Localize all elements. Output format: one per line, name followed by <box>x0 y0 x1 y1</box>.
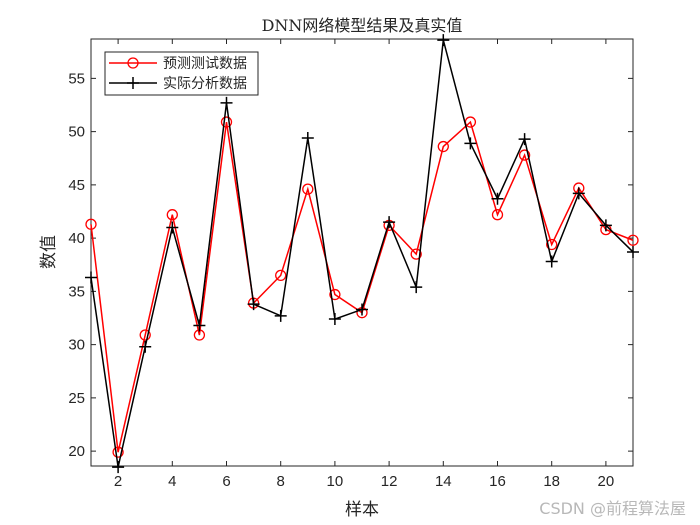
data-point-circle <box>627 234 639 246</box>
data-point-plus <box>356 303 368 316</box>
x-tick-label: 14 <box>435 473 452 490</box>
y-tick-label: 40 <box>68 230 85 247</box>
y-tick-label: 25 <box>68 390 85 407</box>
data-point-plus <box>139 340 152 353</box>
x-tick-label: 16 <box>489 473 506 490</box>
legend-label-predicted: 预测测试数据 <box>163 56 247 72</box>
x-tick-label: 4 <box>168 473 176 490</box>
data-point-plus <box>627 245 639 258</box>
data-point-plus <box>220 96 233 109</box>
data-point-plus <box>572 187 585 200</box>
x-tick-label: 8 <box>277 473 285 490</box>
y-tick-label: 50 <box>68 124 85 141</box>
data-point-plus <box>193 319 206 332</box>
data-point-circle <box>85 218 97 230</box>
y-tick-label: 35 <box>68 283 85 300</box>
data-point-plus <box>301 132 314 145</box>
data-point-circle <box>491 209 504 221</box>
x-tick-label: 18 <box>543 473 560 490</box>
data-point-plus <box>383 216 396 229</box>
data-point-circle <box>139 329 151 341</box>
data-point-plus <box>410 281 423 294</box>
data-point-plus <box>328 313 341 326</box>
x-tick-label: 6 <box>222 473 230 490</box>
x-tick-label: 20 <box>598 473 615 490</box>
watermark: CSDN @前程算法屋 <box>539 499 686 518</box>
legend-label-actual: 实际分析数据 <box>163 76 247 92</box>
x-tick-label: 12 <box>381 473 398 490</box>
legend: 预测测试数据 实际分析数据 <box>104 51 259 96</box>
data-point-plus <box>437 34 450 47</box>
data-point-circle <box>518 149 531 161</box>
data-point-circle <box>112 446 124 458</box>
data-point-circle <box>437 140 449 153</box>
y-tick-label: 45 <box>68 177 85 194</box>
series-actual <box>85 34 639 474</box>
legend-marker-circle <box>127 57 139 69</box>
y-axis-label: 数值 <box>39 235 59 269</box>
data-point-circle <box>302 183 314 195</box>
y-tick-label: 30 <box>68 337 85 354</box>
x-tick-label: 2 <box>114 473 122 490</box>
data-point-circle <box>220 116 233 128</box>
data-point-plus <box>274 309 287 322</box>
data-point-circle <box>166 209 178 221</box>
data-point-plus <box>545 255 558 268</box>
data-point-plus <box>166 221 179 234</box>
data-point-plus <box>491 192 504 205</box>
data-point-plus <box>247 298 260 311</box>
chart-title: DNN网络模型结果及真实值 <box>262 16 463 35</box>
y-tick-label: 20 <box>68 443 85 460</box>
data-point-plus <box>464 137 477 150</box>
x-axis-label: 样本 <box>345 500 379 520</box>
data-point-plus <box>85 271 97 284</box>
data-point-plus <box>599 219 612 232</box>
data-point-circle <box>546 238 558 251</box>
x-tick-label: 10 <box>327 473 344 490</box>
data-point-plus <box>112 461 125 474</box>
data-point-circle <box>275 269 287 282</box>
plot-area <box>90 38 634 467</box>
y-tick-label: 55 <box>68 70 85 87</box>
legend-marker-plus <box>127 77 139 89</box>
data-point-circle <box>410 248 422 260</box>
data-point-circle <box>329 288 341 301</box>
data-point-plus <box>518 133 531 146</box>
